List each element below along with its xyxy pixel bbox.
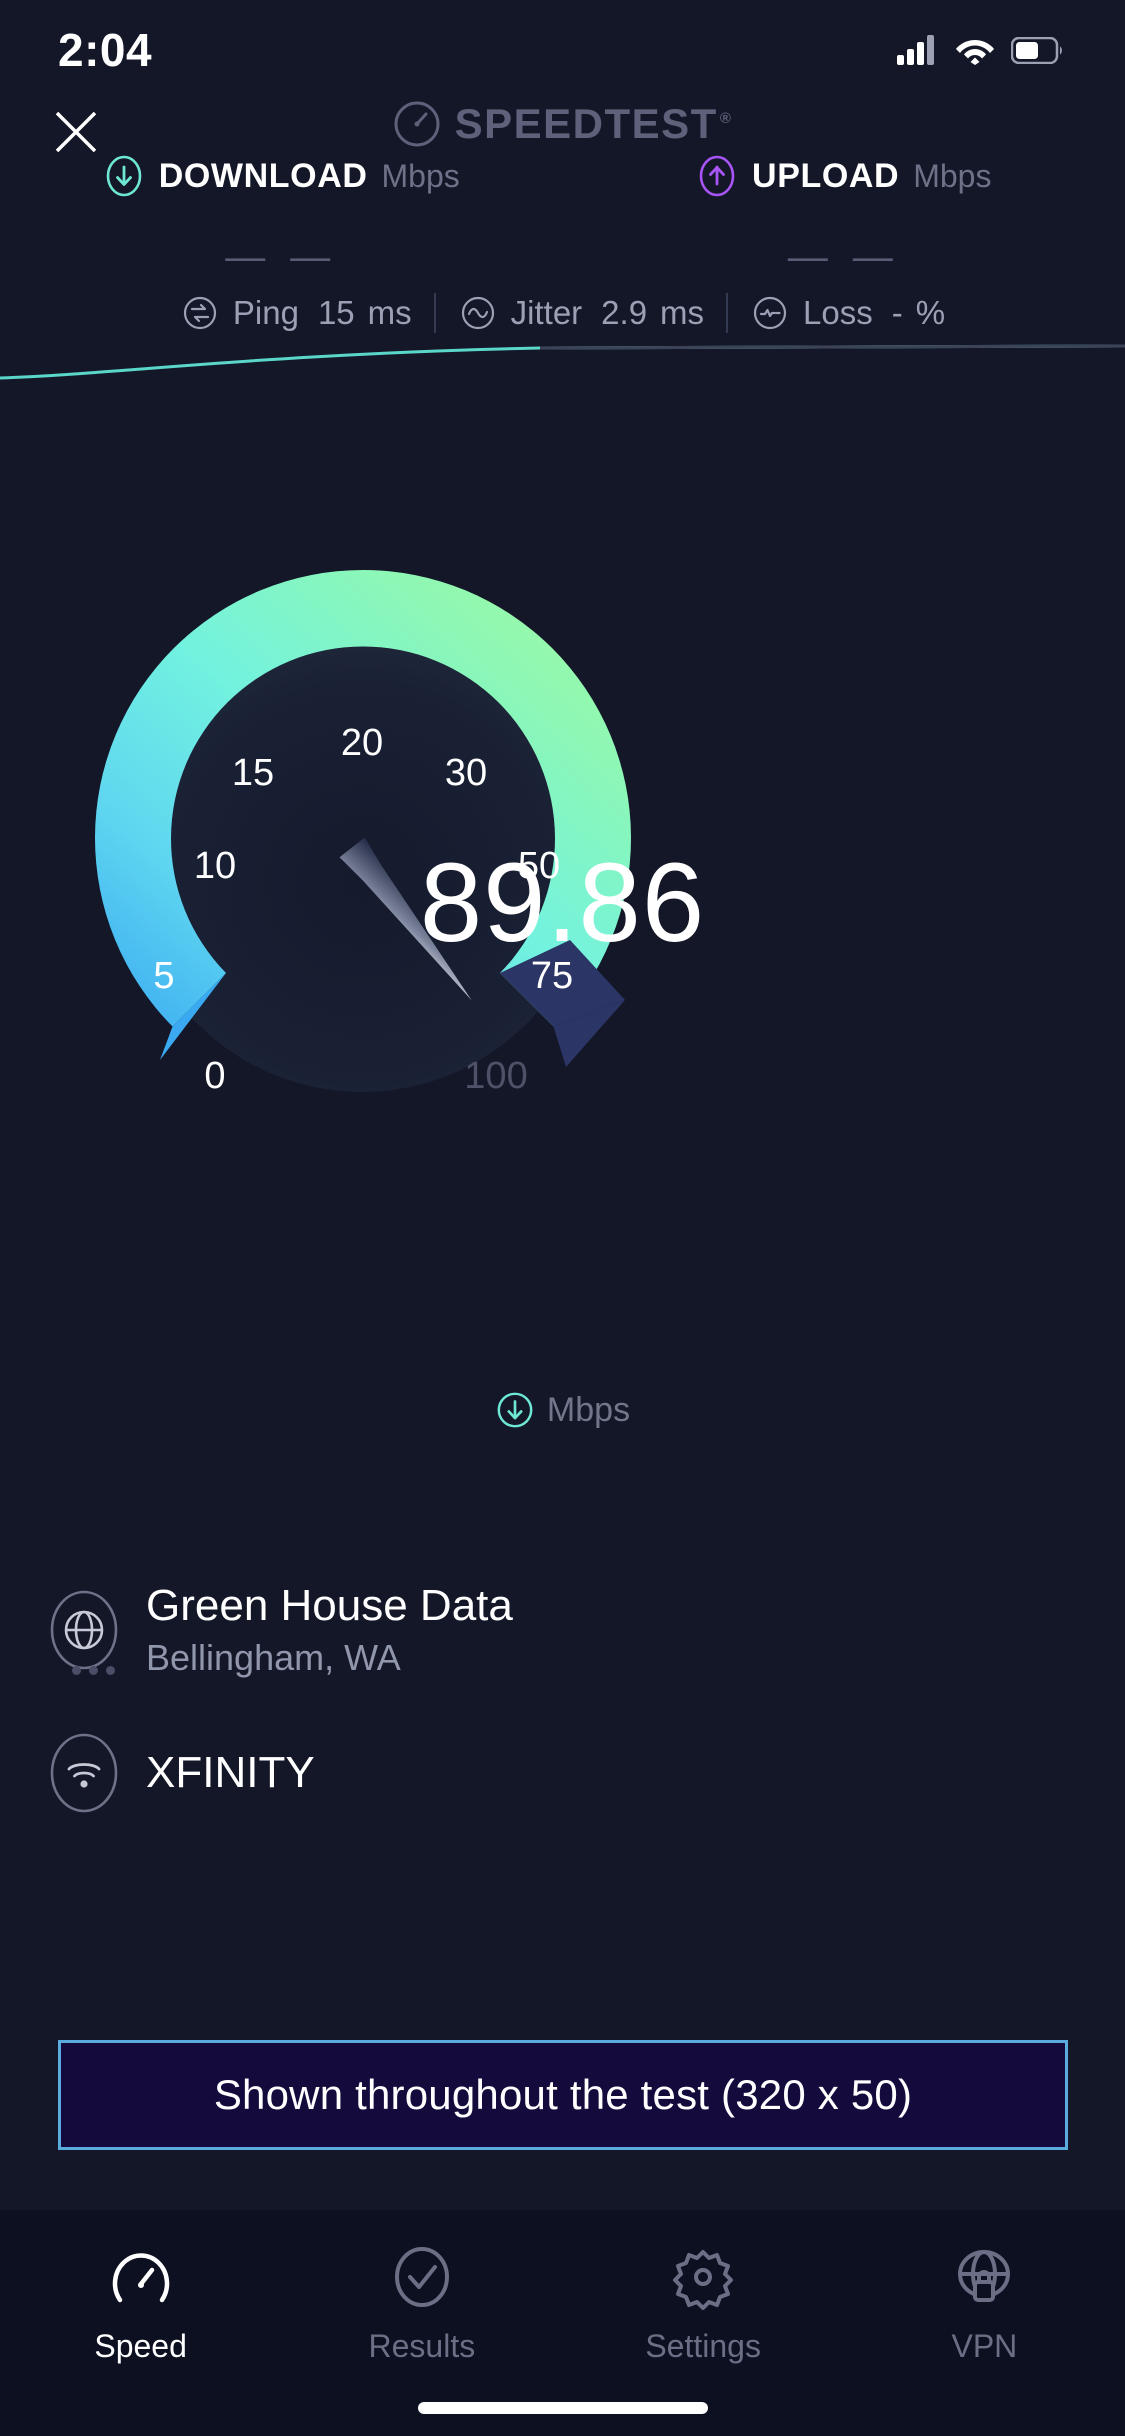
download-label: DOWNLOAD xyxy=(158,156,368,195)
wifi-icon xyxy=(40,1729,128,1817)
speed-metrics-row: DOWNLOAD Mbps — — UPLOAD Mbps — — xyxy=(0,155,1125,280)
ping-value: 15 xyxy=(317,294,355,331)
gear-icon xyxy=(673,2250,734,2310)
tab-results-label: Results xyxy=(368,2328,476,2364)
download-value: — — xyxy=(225,235,338,279)
arrow-up-circle-icon xyxy=(699,155,735,197)
jitter-wave-icon xyxy=(461,296,494,330)
download-unit: Mbps xyxy=(381,157,460,194)
jitter-label: Jitter xyxy=(510,294,583,331)
gauge-tick-75: 75 xyxy=(531,955,573,997)
status-bar-icons xyxy=(897,35,1063,65)
connection-info: Green House Data Bellingham, WA XFINITY xyxy=(0,1560,1125,1818)
home-indicator[interactable] xyxy=(417,2402,708,2414)
upload-metric: UPLOAD Mbps — — xyxy=(563,155,1125,280)
server-row[interactable]: Green House Data Bellingham, WA xyxy=(0,1560,1125,1700)
speed-unit-label: Mbps xyxy=(546,1390,631,1429)
gauge-tick-0: 0 xyxy=(204,1055,225,1097)
speedtest-gauge-logo-icon xyxy=(394,101,440,147)
server-location: Bellingham, WA xyxy=(146,1636,401,1678)
speed-reading: 89.86 xyxy=(419,840,706,965)
tab-vpn[interactable]: VPN xyxy=(844,2244,1125,2365)
gauge-needle xyxy=(339,837,472,1001)
ping-unit: ms xyxy=(367,294,412,331)
gauge-tick-15: 15 xyxy=(232,752,274,794)
speedometer-icon xyxy=(112,2253,169,2303)
tab-settings-label: Settings xyxy=(645,2328,761,2364)
trademark-symbol: ® xyxy=(719,110,733,127)
tab-speed[interactable]: Speed xyxy=(0,2244,281,2365)
upload-unit: Mbps xyxy=(913,157,992,194)
tab-speed-label: Speed xyxy=(94,2328,187,2364)
tab-settings[interactable]: Settings xyxy=(563,2244,844,2365)
ping-stat: Ping 15 ms xyxy=(180,293,412,333)
gauge-tick-100: 100 xyxy=(464,1055,527,1097)
stats-divider-2 xyxy=(726,293,729,333)
tab-vpn-label: VPN xyxy=(951,2328,1018,2364)
status-bar-time: 2:04 xyxy=(58,24,153,76)
close-button[interactable] xyxy=(40,96,112,168)
isp-name: XFINITY xyxy=(146,1748,315,1798)
gauge-tick-5: 5 xyxy=(153,955,174,997)
gauge-arc xyxy=(95,569,632,1027)
check-circle-icon xyxy=(394,2247,449,2307)
cellular-signal-icon xyxy=(897,35,934,65)
arrow-down-circle-icon xyxy=(497,1392,533,1428)
globe-icon xyxy=(40,1586,128,1674)
server-name: Green House Data xyxy=(146,1581,513,1631)
brand-name: SPEEDTEST ® xyxy=(455,100,733,148)
speed-unit-row: Mbps xyxy=(0,1390,1125,1430)
loss-value: - xyxy=(891,294,903,331)
download-title: DOWNLOAD Mbps xyxy=(103,155,460,197)
ad-banner[interactable]: Shown throughout the test (320 x 50) xyxy=(58,2040,1068,2150)
packet-loss-icon xyxy=(753,296,787,330)
upload-value: — — xyxy=(787,235,900,279)
isp-text: XFINITY xyxy=(146,1748,315,1797)
close-icon xyxy=(55,111,97,153)
server-text: Green House Data Bellingham, WA xyxy=(146,1581,513,1678)
connection-stats-row: Ping 15 ms Jitter 2.9 ms Loss - % xyxy=(0,287,1125,339)
loss-unit: % xyxy=(915,294,946,331)
gauge-tick-50: 50 xyxy=(518,845,560,887)
jitter-stat: Jitter 2.9 ms xyxy=(458,293,704,333)
battery-icon xyxy=(1011,36,1062,64)
wifi-icon xyxy=(956,40,994,65)
loss-label: Loss xyxy=(803,294,873,331)
brand-logo: SPEEDTEST ® xyxy=(0,100,1125,148)
gauge-tick-10: 10 xyxy=(194,845,236,887)
throughput-graph xyxy=(0,344,1125,380)
bottom-tab-bar: Speed Results Settings VPN xyxy=(0,2210,1125,2436)
jitter-unit: ms xyxy=(660,294,705,331)
gauge-arc-tail xyxy=(500,940,625,1027)
ping-latency-icon xyxy=(183,296,216,330)
app-header: SPEEDTEST ® xyxy=(0,96,1125,168)
tab-results[interactable]: Results xyxy=(281,2244,562,2365)
arrow-down-circle-icon xyxy=(106,155,142,197)
upload-label: UPLOAD xyxy=(752,156,900,195)
upload-title: UPLOAD Mbps xyxy=(696,155,991,197)
globe-lock-icon xyxy=(958,2250,1011,2302)
status-bar: 2:04 xyxy=(0,0,1125,100)
loss-stat: Loss - % xyxy=(750,293,945,333)
isp-row[interactable]: XFINITY xyxy=(0,1728,1125,1818)
ellipsis-icon[interactable] xyxy=(72,1666,115,1675)
gauge-tick-30: 30 xyxy=(445,752,487,794)
gauge-tick-20: 20 xyxy=(341,722,383,764)
download-metric: DOWNLOAD Mbps — — xyxy=(0,155,563,280)
jitter-value: 2.9 xyxy=(601,294,648,331)
brand-text: SPEEDTEST xyxy=(454,100,718,147)
speed-gauge: 10 15 20 30 50 75 5 0 100 xyxy=(95,569,632,1097)
ping-label: Ping xyxy=(232,294,299,331)
ad-banner-text: Shown throughout the test (320 x 50) xyxy=(213,2071,913,2118)
stats-divider-1 xyxy=(433,293,436,333)
